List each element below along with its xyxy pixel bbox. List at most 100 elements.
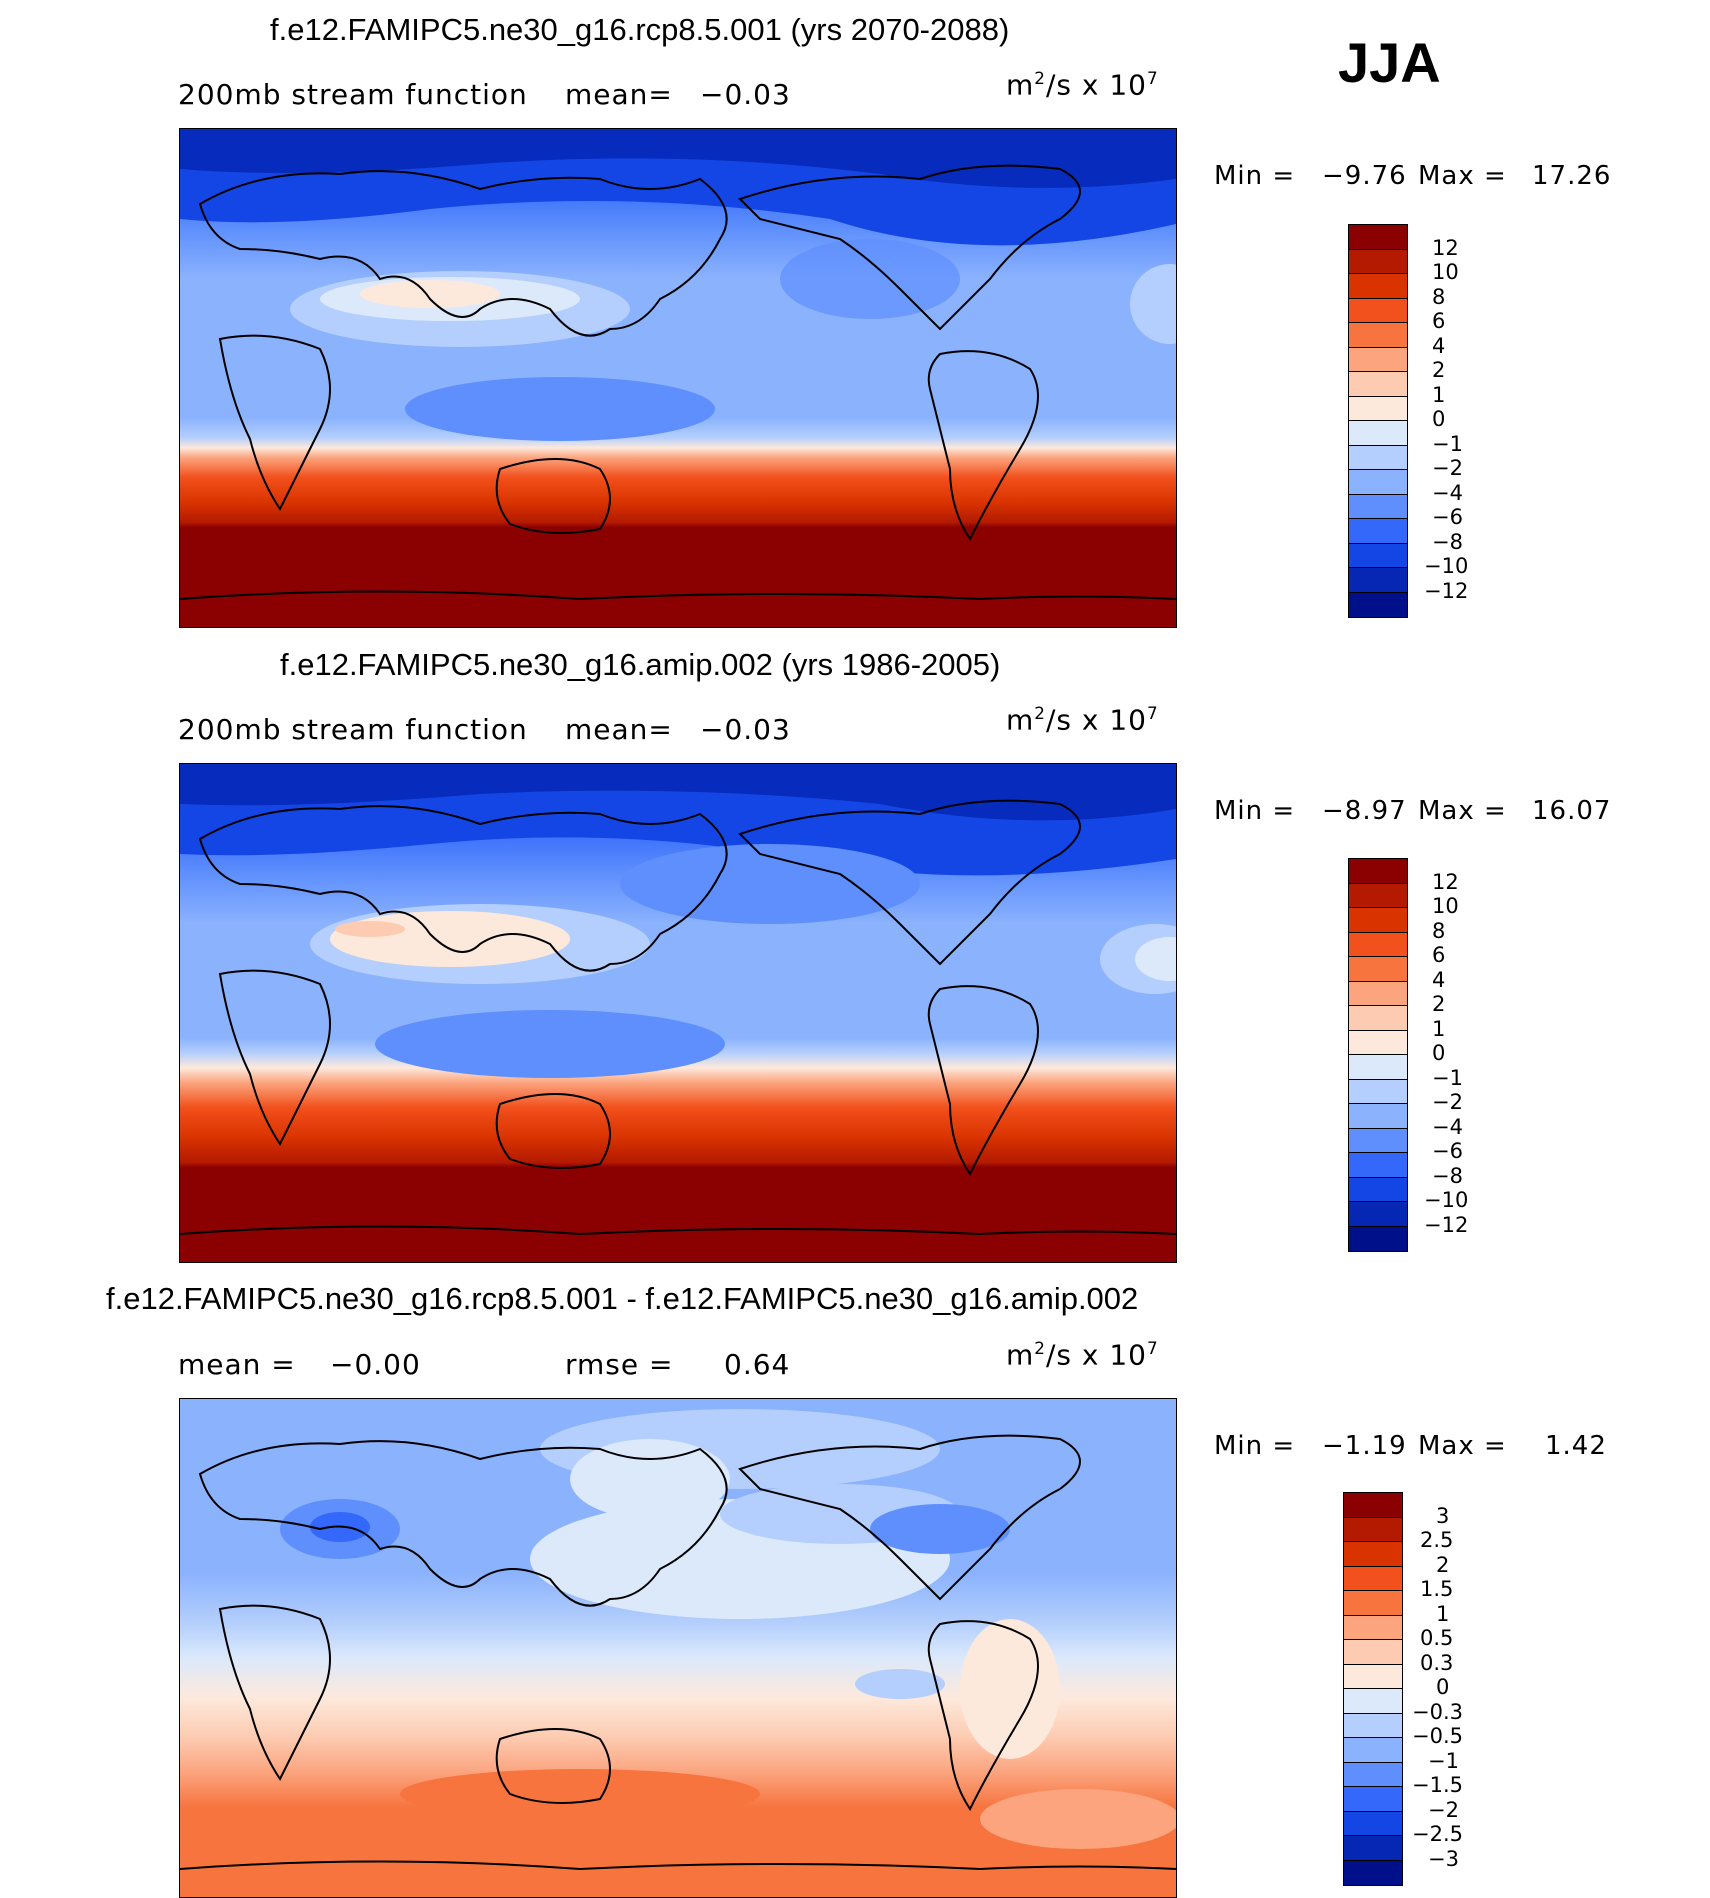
colorbar-swatch xyxy=(1349,225,1407,250)
colorbar-swatch xyxy=(1349,323,1407,348)
panel-1-colorbar-label: 12 xyxy=(1432,236,1459,260)
panel-1-variable-label: 200mb stream function xyxy=(178,78,528,111)
panel-3-colorbar-label: −0.3 xyxy=(1412,1700,1463,1724)
colorbar-swatch xyxy=(1344,1664,1402,1689)
colorbar-swatch xyxy=(1349,519,1407,544)
panel-3-max-value: 1.42 xyxy=(1545,1431,1607,1461)
panel-1-colorbar-label: 6 xyxy=(1432,309,1446,333)
colorbar-swatch xyxy=(1344,1689,1402,1714)
colorbar-swatch xyxy=(1349,957,1407,982)
panel-2-max-value: 16.07 xyxy=(1532,796,1612,826)
panel-3-colorbar-label: 1.5 xyxy=(1420,1577,1454,1601)
colorbar-swatch xyxy=(1349,445,1407,470)
colorbar-swatch xyxy=(1344,1860,1402,1885)
colorbar-swatch xyxy=(1349,249,1407,274)
panel-1-colorbar-label: 10 xyxy=(1432,260,1459,284)
panel-2-colorbar-label: −12 xyxy=(1424,1213,1469,1237)
panel-3-mean-value: −0.00 xyxy=(330,1348,421,1381)
colorbar-swatch xyxy=(1349,1226,1407,1251)
panel-3-colorbar-label: −1.5 xyxy=(1412,1773,1463,1797)
panel-2-colorbar-label: −10 xyxy=(1424,1188,1469,1212)
colorbar-swatch xyxy=(1344,1517,1402,1542)
colorbar-swatch xyxy=(1349,396,1407,421)
panel-3-rmse-label: rmse = xyxy=(565,1348,674,1381)
panel-3-colorbar-label: 2.5 xyxy=(1420,1528,1454,1552)
panel-1-colorbar-label: −1 xyxy=(1432,432,1463,456)
colorbar-swatch xyxy=(1349,1104,1407,1129)
colorbar-swatch xyxy=(1349,1030,1407,1055)
panel-1-map-svg xyxy=(180,129,1176,627)
panel-1-max-label: Max = xyxy=(1418,161,1507,191)
panel-1-colorbar-label: 8 xyxy=(1432,285,1446,309)
colorbar-swatch xyxy=(1349,908,1407,933)
panel-3-colorbar-label: 3 xyxy=(1436,1504,1450,1528)
panel-3-colorbar-label: −0.5 xyxy=(1412,1724,1463,1748)
panel-3-colorbar-label: −1 xyxy=(1428,1749,1459,1773)
panel-1-colorbar-label: −2 xyxy=(1432,456,1463,480)
colorbar-swatch xyxy=(1344,1738,1402,1763)
panel-1-min-value: −9.76 xyxy=(1322,161,1407,191)
colorbar-swatch xyxy=(1344,1640,1402,1665)
panel-3-colorbar-label: 2 xyxy=(1436,1553,1450,1577)
panel-2-colorbar-label: −4 xyxy=(1432,1115,1463,1139)
panel-1-colorbar-label: 4 xyxy=(1432,334,1446,358)
colorbar-swatch xyxy=(1349,372,1407,397)
panel-3-colorbar xyxy=(1343,1492,1403,1886)
panel-2-colorbar-label: 12 xyxy=(1432,870,1459,894)
panel-2-units: m2/s x 107 xyxy=(1006,703,1159,737)
panel-3-colorbar-label: −2 xyxy=(1428,1798,1459,1822)
colorbar-swatch xyxy=(1349,470,1407,495)
panel-3-colorbar-label: −3 xyxy=(1428,1847,1459,1871)
panel-1-colorbar-label: 0 xyxy=(1432,407,1446,431)
season-label: JJA xyxy=(1338,31,1441,94)
panel-1-colorbar-label: 2 xyxy=(1432,358,1446,382)
panel-2-colorbar-label: 1 xyxy=(1432,1017,1446,1041)
colorbar-swatch xyxy=(1349,592,1407,617)
colorbar-swatch xyxy=(1344,1787,1402,1812)
colorbar-swatch xyxy=(1349,494,1407,519)
panel-2-colorbar-label: 0 xyxy=(1432,1041,1446,1065)
colorbar-swatch xyxy=(1349,932,1407,957)
colorbar-swatch xyxy=(1349,421,1407,446)
panel-2-colorbar-label: 10 xyxy=(1432,894,1459,918)
panel-1-colorbar-label: −4 xyxy=(1432,481,1463,505)
colorbar-swatch xyxy=(1344,1493,1402,1518)
colorbar-swatch xyxy=(1349,1153,1407,1178)
panel-3-colorbar-label: −2.5 xyxy=(1412,1822,1463,1846)
colorbar-swatch xyxy=(1349,1128,1407,1153)
colorbar-swatch xyxy=(1344,1591,1402,1616)
panel-1-min-label: Min = xyxy=(1214,161,1296,191)
colorbar-swatch xyxy=(1349,859,1407,884)
panel-2-min-value: −8.97 xyxy=(1322,796,1407,826)
panel-3-rmse-value: 0.64 xyxy=(724,1348,791,1381)
panel-3-map xyxy=(179,1398,1177,1898)
panel-3-max-label: Max = xyxy=(1418,1431,1507,1461)
panel-3-colorbar-label: 1 xyxy=(1436,1602,1450,1626)
panel-2-colorbar-label: 4 xyxy=(1432,968,1446,992)
colorbar-swatch xyxy=(1349,1079,1407,1104)
colorbar-swatch xyxy=(1349,981,1407,1006)
colorbar-swatch xyxy=(1349,1177,1407,1202)
panel-1-mean-label: mean= xyxy=(565,78,673,111)
panel-2-map-svg xyxy=(180,764,1176,1262)
colorbar-swatch xyxy=(1349,1006,1407,1031)
panel-1-colorbar-label: −12 xyxy=(1424,579,1469,603)
panel-3-min-label: Min = xyxy=(1214,1431,1296,1461)
panel-1-colorbar-label: 1 xyxy=(1432,383,1446,407)
colorbar-swatch xyxy=(1344,1615,1402,1640)
panel-3-colorbar-label: 0.3 xyxy=(1420,1651,1454,1675)
panel-2-mean-label: mean= xyxy=(565,713,673,746)
colorbar-swatch xyxy=(1344,1566,1402,1591)
panel-2-colorbar-label: −6 xyxy=(1432,1139,1463,1163)
panel-2-colorbar xyxy=(1348,858,1408,1252)
panel-1-colorbar-label: −8 xyxy=(1432,530,1463,554)
colorbar-swatch xyxy=(1349,298,1407,323)
colorbar-swatch xyxy=(1349,543,1407,568)
panel-2-colorbar-label: 2 xyxy=(1432,992,1446,1016)
colorbar-swatch xyxy=(1344,1762,1402,1787)
panel-2-max-label: Max = xyxy=(1418,796,1507,826)
panel-1-max-value: 17.26 xyxy=(1532,161,1612,191)
panel-1-title: f.e12.FAMIPC5.ne30_g16.rcp8.5.001 (yrs 2… xyxy=(270,12,1010,47)
panel-2-map xyxy=(179,763,1177,1263)
colorbar-swatch xyxy=(1344,1836,1402,1861)
